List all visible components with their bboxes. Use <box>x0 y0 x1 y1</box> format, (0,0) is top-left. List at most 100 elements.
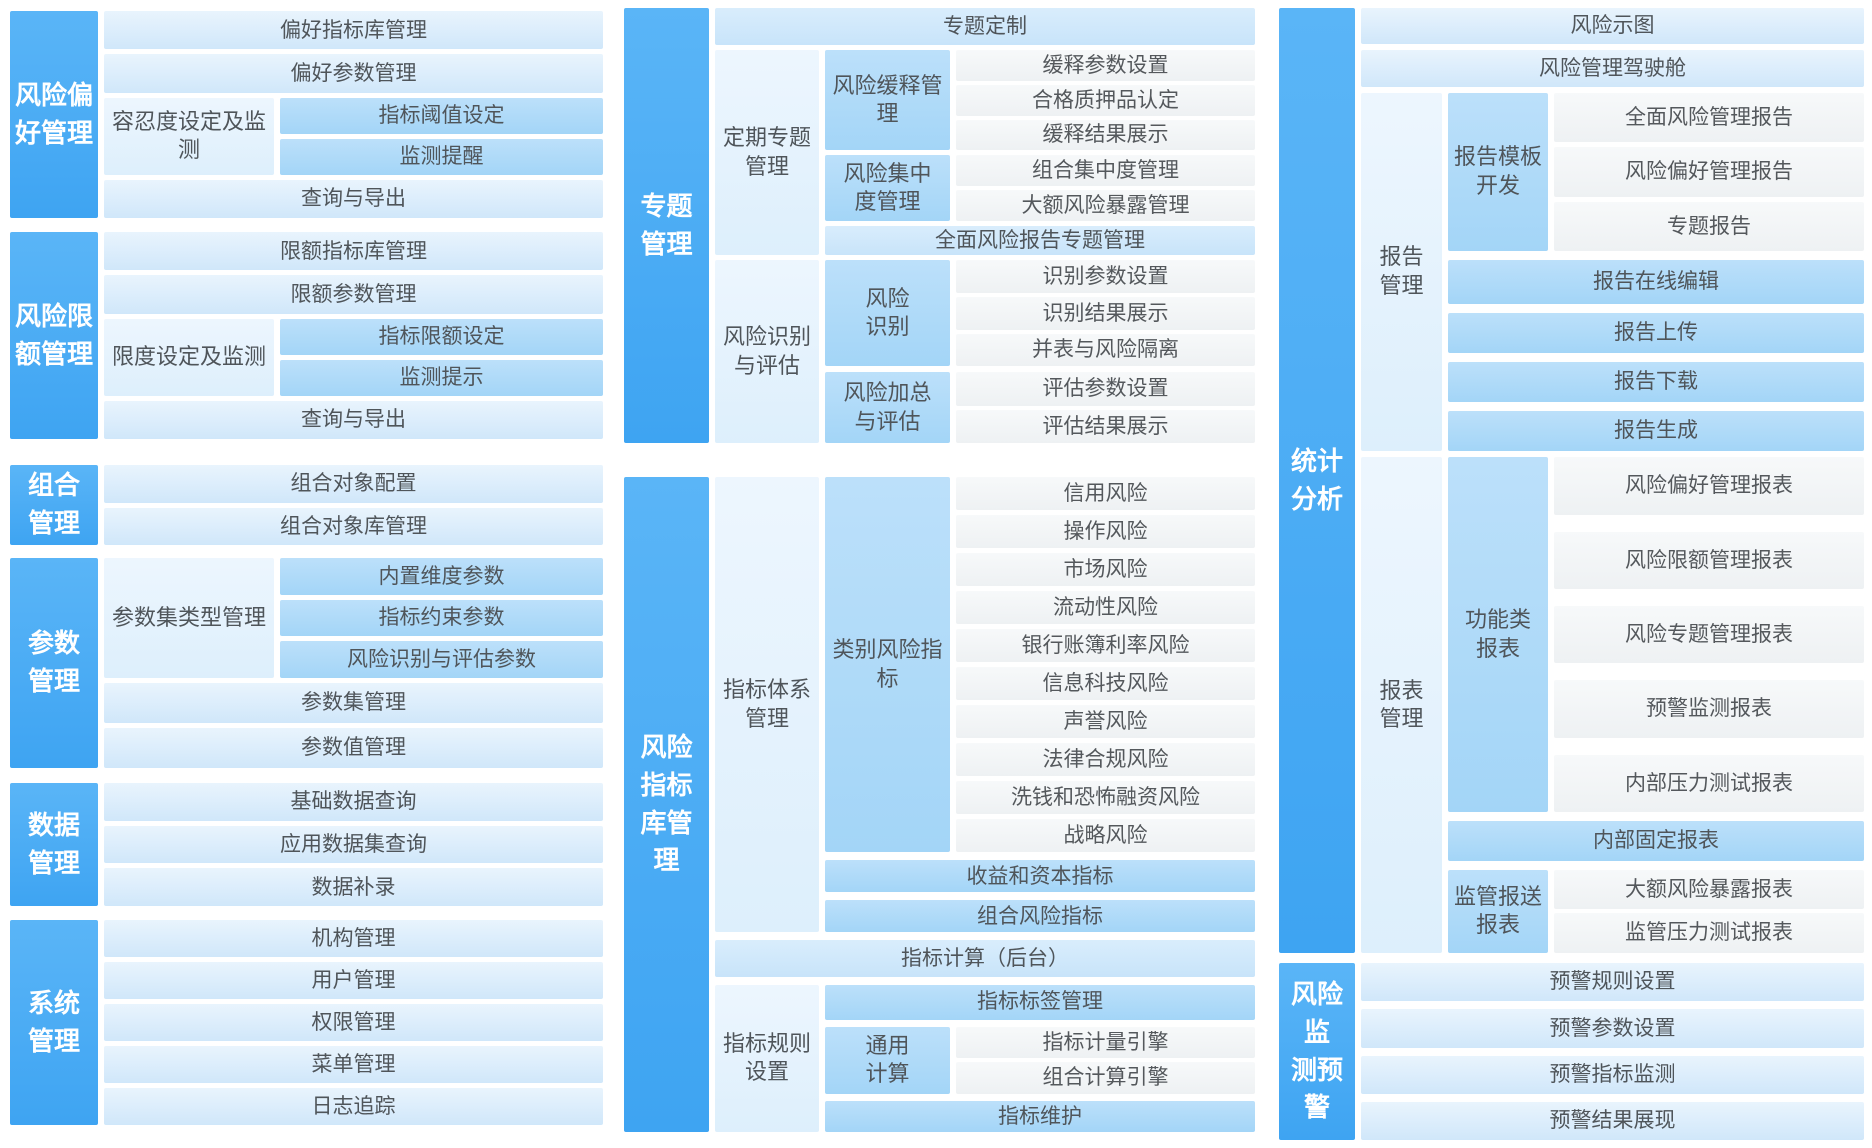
diagram-node: 定期专题 管理 <box>715 50 819 255</box>
group-risk-limit: 风险限 额管理 限额指标库管理 限额参数管理 限度设定及监测 指标限额设定 监测… <box>10 232 603 440</box>
diagram-node: 组合对象配置 <box>104 465 603 503</box>
diagram-node: 专题定制 <box>715 8 1255 45</box>
group-system: 系统 管理 机构管理 用户管理 权限管理 菜单管理 日志追踪 <box>10 920 603 1125</box>
diagram-node: 组合计算引擎 <box>956 1062 1255 1094</box>
diagram-node: 指标约束参数 <box>280 599 603 637</box>
diagram-node: 全面风险管理报告 <box>1554 92 1864 143</box>
diagram-node: 收益和资本指标 <box>825 860 1255 893</box>
group-risk-preference: 风险偏 好管理 偏好指标库管理 偏好参数管理 容忍度设定及监 测 指标阈值设定 … <box>10 11 603 219</box>
group-label-data: 数据 管理 <box>10 783 98 906</box>
diagram-node: 指标体系 管理 <box>715 477 819 933</box>
group-label-portfolio: 组合 管理 <box>10 465 98 545</box>
diagram-node: 指标计量引擎 <box>956 1026 1255 1059</box>
diagram-node: 功能类 报表 <box>1448 457 1548 812</box>
diagram-node: 并表与风险隔离 <box>956 333 1255 367</box>
diagram-node: 组合对象库管理 <box>104 507 603 545</box>
group-indicator-library: 风险 指标 库管 理 指标体系 管理 类别风险指 标 信用风险 操作风险 市场风… <box>624 477 1255 1132</box>
diagram-node: 参数值管理 <box>104 728 603 768</box>
diagram-node: 大额风险暴露报表 <box>1554 869 1864 910</box>
diagram-node: 指标维护 <box>825 1100 1255 1132</box>
diagram-node: 指标标签管理 <box>825 984 1255 1020</box>
diagram-node: 预警规则设置 <box>1361 963 1864 1002</box>
diagram-node: 类别风险指 标 <box>825 477 950 853</box>
diagram-node: 监测提醒 <box>280 138 603 175</box>
diagram-node: 预警参数设置 <box>1361 1009 1864 1048</box>
group-statistics: 统计 分析 风险示图 风险管理驾驶舱 报告 管理 报告模板 开发 全面风险管理报… <box>1279 8 1864 953</box>
group-label-indicator-library: 风险 指标 库管 理 <box>624 477 709 1132</box>
diagram-node: 市场风险 <box>956 553 1255 586</box>
diagram-node: 数据补录 <box>104 868 603 907</box>
diagram-node: 识别参数设置 <box>956 260 1255 293</box>
diagram-node: 战略风险 <box>956 819 1255 852</box>
diagram-node: 报表 管理 <box>1361 457 1442 953</box>
diagram-node: 内部固定报表 <box>1448 820 1864 861</box>
group-portfolio: 组合 管理 组合对象配置 组合对象库管理 <box>10 465 603 545</box>
diagram-node: 参数集类型管理 <box>104 558 274 678</box>
diagram-node: 报告模板 开发 <box>1448 92 1548 252</box>
diagram-node: 操作风险 <box>956 515 1255 548</box>
diagram-node: 监管压力测试报表 <box>1554 913 1864 953</box>
diagram-node: 信息科技风险 <box>956 667 1255 700</box>
diagram-node: 风险识别 与评估 <box>715 260 819 443</box>
diagram-node: 风险管理驾驶舱 <box>1361 49 1864 87</box>
diagram-node: 评估结果展示 <box>956 409 1255 443</box>
diagram-node: 银行账簿利率风险 <box>956 629 1255 662</box>
diagram-node: 通用 计算 <box>825 1026 950 1094</box>
diagram-node: 洗钱和恐怖融资风险 <box>956 781 1255 814</box>
diagram-node: 风险识别与评估参数 <box>280 641 603 679</box>
diagram-node: 内置维度参数 <box>280 558 603 595</box>
diagram-node: 容忍度设定及监 测 <box>104 97 274 175</box>
group-label-topic: 专题 管理 <box>624 8 709 443</box>
diagram-node: 预警结果展现 <box>1361 1101 1864 1140</box>
diagram-node: 用户管理 <box>104 962 603 999</box>
diagram-node: 指标规则 设置 <box>715 984 819 1132</box>
diagram-node: 风险限额管理报表 <box>1554 531 1864 589</box>
diagram-node: 报告上传 <box>1448 312 1864 353</box>
diagram-node: 风险加总 与评估 <box>825 372 950 443</box>
diagram-node: 风险示图 <box>1361 8 1864 44</box>
diagram-node: 机构管理 <box>104 920 603 957</box>
group-label-system: 系统 管理 <box>10 920 98 1125</box>
diagram-node: 风险偏好管理报表 <box>1554 457 1864 515</box>
diagram-node: 风险缓释管 理 <box>825 50 950 151</box>
group-topic: 专题 管理 专题定制 定期专题 管理 风险缓释管 理 缓释参数设置 合格质押品认… <box>624 8 1255 443</box>
diagram-node: 缓释结果展示 <box>956 119 1255 151</box>
diagram-node: 风险偏好管理报告 <box>1554 147 1864 197</box>
diagram-node: 组合风险指标 <box>825 900 1255 933</box>
diagram-node: 限额参数管理 <box>104 275 603 314</box>
diagram-node: 识别结果展示 <box>956 296 1255 330</box>
group-label-risk-monitor-warning: 风险监 测预警 <box>1279 963 1355 1140</box>
diagram-node: 权限管理 <box>104 1004 603 1041</box>
diagram-node: 信用风险 <box>956 477 1255 510</box>
diagram-node: 监管报送 报表 <box>1448 869 1548 953</box>
diagram-node: 缓释参数设置 <box>956 50 1255 81</box>
diagram-node: 合格质押品认定 <box>956 84 1255 116</box>
diagram-node: 全面风险报告专题管理 <box>825 226 1255 255</box>
diagram-node: 大额风险暴露管理 <box>956 190 1255 222</box>
diagram-node: 监测提示 <box>280 359 603 396</box>
diagram-node: 报告下载 <box>1448 361 1864 402</box>
group-label-risk-limit: 风险限 额管理 <box>10 232 98 439</box>
diagram-node: 指标阈值设定 <box>280 97 603 134</box>
diagram-node: 风险 识别 <box>825 260 950 367</box>
diagram-node: 预警监测报表 <box>1554 680 1864 738</box>
group-label-statistics: 统计 分析 <box>1279 8 1355 953</box>
diagram-node: 限度设定及监测 <box>104 318 274 396</box>
diagram-node: 风险专题管理报表 <box>1554 605 1864 664</box>
group-label-parameter: 参数 管理 <box>10 558 98 768</box>
diagram-node: 基础数据查询 <box>104 783 603 821</box>
group-parameter: 参数 管理 参数集类型管理 内置维度参数 指标约束参数 风险识别与评估参数 参数… <box>10 558 603 768</box>
diagram-node: 报告 管理 <box>1361 92 1442 452</box>
diagram-node: 应用数据集查询 <box>104 825 603 864</box>
diagram-node: 法律合规风险 <box>956 743 1255 776</box>
group-risk-monitor-warning: 风险监 测预警 预警规则设置 预警参数设置 预警指标监测 预警结果展现 <box>1279 963 1864 1140</box>
diagram-node: 评估参数设置 <box>956 372 1255 406</box>
diagram-node: 指标计算（后台） <box>715 940 1255 977</box>
diagram-node: 报告生成 <box>1448 410 1864 452</box>
diagram-node: 流动性风险 <box>956 591 1255 624</box>
diagram-node: 偏好参数管理 <box>104 54 603 93</box>
diagram-node: 专题报告 <box>1554 201 1864 252</box>
diagram-node: 声誉风险 <box>956 705 1255 738</box>
diagram-node: 预警指标监测 <box>1361 1055 1864 1094</box>
